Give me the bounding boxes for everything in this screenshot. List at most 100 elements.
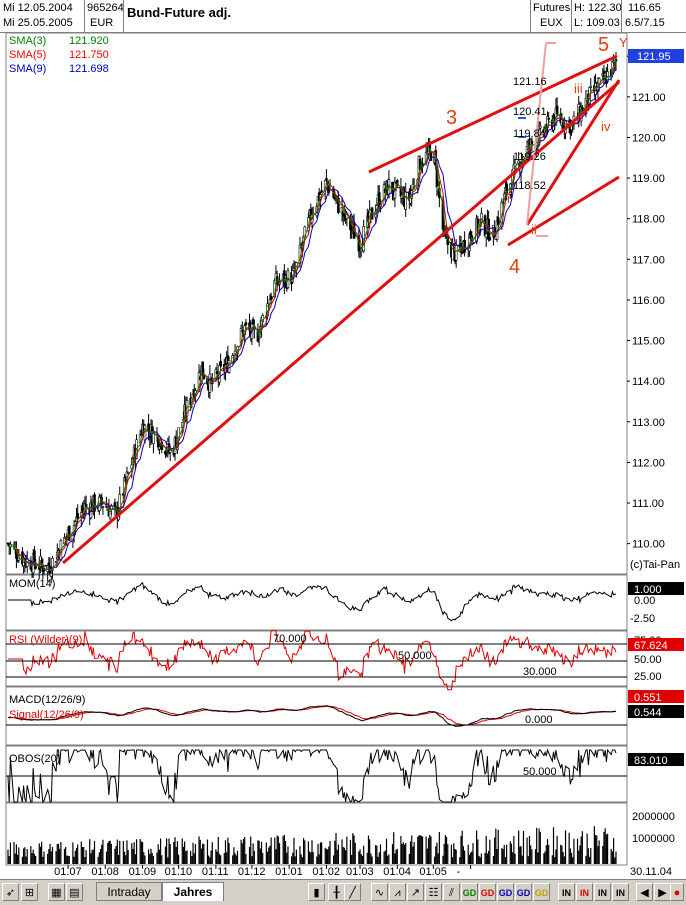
tab-intraday[interactable]: Intraday	[96, 882, 162, 901]
macd-level-label: 0.000	[525, 714, 553, 726]
x-axis-end-date: 30.11.04	[630, 866, 672, 878]
rsi-line	[8, 629, 617, 691]
gd-button-3[interactable]: GD	[497, 883, 514, 901]
in-button-1[interactable]: IN	[558, 883, 575, 901]
rsi-tick: 25.00	[634, 671, 662, 683]
instrument-type: Futures	[533, 2, 571, 14]
obos-axis: 83.010	[628, 753, 684, 767]
signal-value: 0.544	[634, 707, 662, 719]
mom-value-box	[628, 582, 684, 595]
fib-level-label: 118.52	[513, 180, 546, 192]
volume-bars	[7, 826, 617, 864]
candle-body	[118, 494, 122, 511]
volume-tick: 2000000	[632, 811, 675, 823]
candle-body	[101, 506, 105, 508]
macd-path	[7, 705, 616, 727]
cursor-tool-button[interactable]: ➶	[2, 883, 19, 901]
pointer-tool-button[interactable]: ↗	[407, 883, 424, 901]
list-tool-button[interactable]: ▤	[66, 883, 83, 901]
table-tool-button[interactable]: ▦	[48, 883, 65, 901]
candle-body	[488, 237, 492, 241]
line-chart-button[interactable]: ╱	[344, 883, 361, 901]
candle-body	[555, 105, 559, 115]
gd-button-1[interactable]: GD	[461, 883, 478, 901]
x-tick-label: 01.09	[129, 866, 157, 878]
mom-tick: 0.00	[634, 595, 655, 607]
candle-body	[67, 525, 71, 541]
candle-body	[158, 446, 161, 450]
grid-tool-button[interactable]: ⊞	[21, 883, 38, 901]
trendlines	[62, 54, 621, 565]
fib-markers	[518, 117, 526, 138]
rsi-path	[8, 629, 617, 691]
mom-tick: -2.50	[630, 613, 655, 625]
x-tick-label: 01.02	[312, 866, 340, 878]
in-button-3[interactable]: IN	[594, 883, 611, 901]
chart-area: 121.16 120.41 119.84 119.26 118.52 3 4 5…	[5, 32, 684, 878]
y-tick-label: 118.00	[632, 214, 665, 226]
back-arrow-icon[interactable]: ◀	[636, 883, 653, 901]
chart-settings-button[interactable]: ☷	[425, 883, 442, 901]
candle-body	[177, 427, 180, 440]
wave-tool-button[interactable]: ∿	[371, 883, 388, 901]
mom-line	[8, 581, 617, 622]
legend-sma5: SMA(5) 121.750	[9, 49, 109, 61]
y-tick-label: 114.00	[632, 376, 665, 388]
candle-body	[219, 360, 222, 367]
legend-sma9-name: SMA(9)	[9, 63, 47, 75]
x-tick-label: 01.05	[419, 866, 447, 878]
gd-button-2[interactable]: GD	[479, 883, 496, 901]
candle-body	[325, 178, 328, 180]
lower-trendline	[62, 80, 620, 565]
tab-jahres[interactable]: Jahres	[162, 882, 224, 901]
obos-panel-frame	[5, 745, 628, 803]
upper-trendline	[368, 54, 618, 174]
y-tick-label: 112.00	[632, 457, 665, 469]
volume-axis: 2000000 1000000	[632, 811, 675, 845]
legend-sma3: SMA(3) 121.920	[9, 35, 109, 47]
signal-value-box	[628, 705, 684, 718]
candle-body	[337, 197, 340, 214]
x-tick-label: 01.07	[54, 866, 82, 878]
candle-body	[251, 319, 255, 325]
security-code: 965264	[87, 2, 124, 14]
obos-value-box	[628, 753, 684, 766]
candle-body	[505, 183, 508, 194]
in-button-2[interactable]: IN	[576, 883, 593, 901]
wave-label-5: 5	[598, 34, 609, 56]
legend-sma9: SMA(9) 121.698	[9, 63, 109, 75]
ohlc-button[interactable]: ╂	[328, 883, 345, 901]
y-tick-label: 116.00	[632, 295, 665, 307]
candle-body	[269, 295, 273, 301]
x-tick-label: 01.11	[202, 866, 229, 878]
zigzag-tool-button[interactable]: ⩘	[389, 883, 406, 901]
record-button[interactable]: ●	[670, 883, 684, 901]
copyright: (c)Tai-Pan	[630, 559, 680, 571]
fib-level-label: 119.84	[513, 128, 546, 140]
gd-button-4[interactable]: GD	[515, 883, 532, 901]
forward-arrow-icon[interactable]: ▶	[654, 883, 671, 901]
candle-body	[152, 430, 155, 444]
candle-body	[34, 566, 37, 569]
chart-type-button[interactable]: ▮	[308, 883, 325, 901]
candle-body	[484, 233, 488, 238]
wave-labels: 3 4 5 Y i ii iii iv	[446, 34, 628, 278]
y-tick-label: 113.00	[632, 417, 665, 429]
candle-body	[113, 502, 117, 507]
volume-panel-frame	[5, 802, 628, 866]
exchange: EUX	[540, 17, 563, 29]
candle-body	[538, 125, 542, 129]
candle-body	[463, 239, 466, 253]
in-button-4[interactable]: IN	[612, 883, 629, 901]
gd-button-5[interactable]: GD	[533, 883, 550, 901]
chart-title: Bund-Future adj.	[127, 5, 231, 20]
mom-path	[8, 581, 617, 622]
obos-value: 83.010	[634, 755, 668, 767]
macd-value-box	[628, 690, 684, 703]
obos-line	[7, 748, 617, 804]
last-price: 116.65	[628, 2, 661, 14]
obos-title: OBOS(20)	[9, 753, 60, 765]
signal-path	[8, 705, 617, 726]
channel-tool-button[interactable]: ⫽	[443, 883, 460, 901]
macd-title: MACD(12/26/9)	[9, 694, 85, 706]
